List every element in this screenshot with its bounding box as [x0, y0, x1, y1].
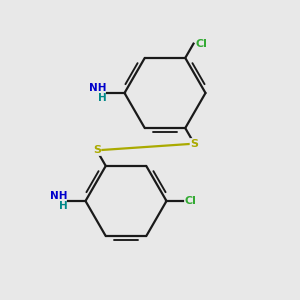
Text: NH: NH	[50, 190, 68, 201]
Text: H: H	[59, 201, 68, 212]
Text: Cl: Cl	[184, 196, 196, 206]
Text: S: S	[93, 145, 101, 155]
Text: Cl: Cl	[195, 39, 207, 49]
Text: S: S	[190, 139, 198, 149]
Text: H: H	[98, 93, 106, 103]
Text: NH: NH	[89, 82, 106, 93]
